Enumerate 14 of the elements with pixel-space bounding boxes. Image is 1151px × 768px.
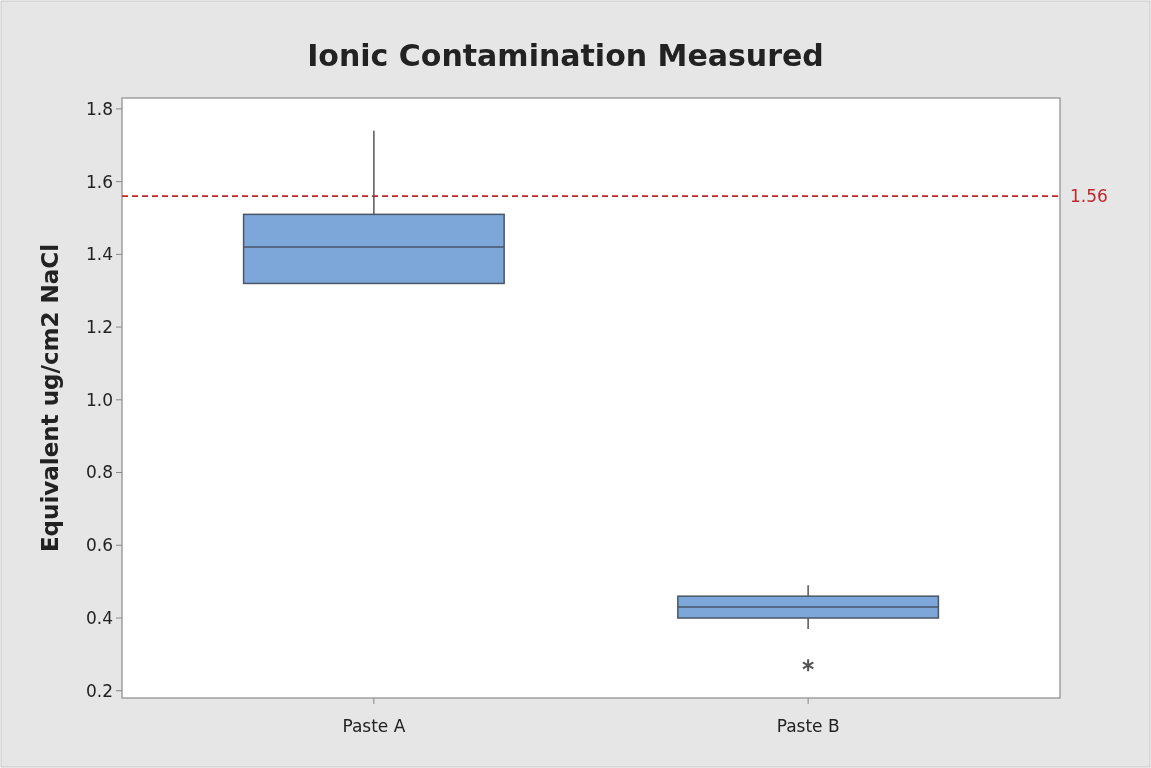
y-tick-label: 1.6 bbox=[85, 171, 113, 192]
y-tick-label: 1.0 bbox=[85, 389, 113, 410]
chart-title: Ionic Contamination Measured bbox=[307, 38, 824, 73]
y-axis-title: Equivalent ug/cm2 NaCl bbox=[37, 243, 63, 553]
y-tick-label: 0.2 bbox=[85, 680, 113, 701]
x-tick-label: Paste A bbox=[342, 716, 406, 736]
y-tick-label: 1.2 bbox=[85, 317, 113, 338]
y-tick-label: 0.4 bbox=[85, 607, 113, 628]
y-tick-label: 1.8 bbox=[85, 98, 113, 119]
y-tick-label: 0.6 bbox=[85, 535, 113, 556]
x-tick-label: Paste B bbox=[776, 716, 840, 736]
y-tick-label: 1.4 bbox=[85, 244, 113, 265]
ref-line-label: 1.56 bbox=[1070, 186, 1108, 207]
y-tick-label: 0.8 bbox=[85, 462, 113, 483]
